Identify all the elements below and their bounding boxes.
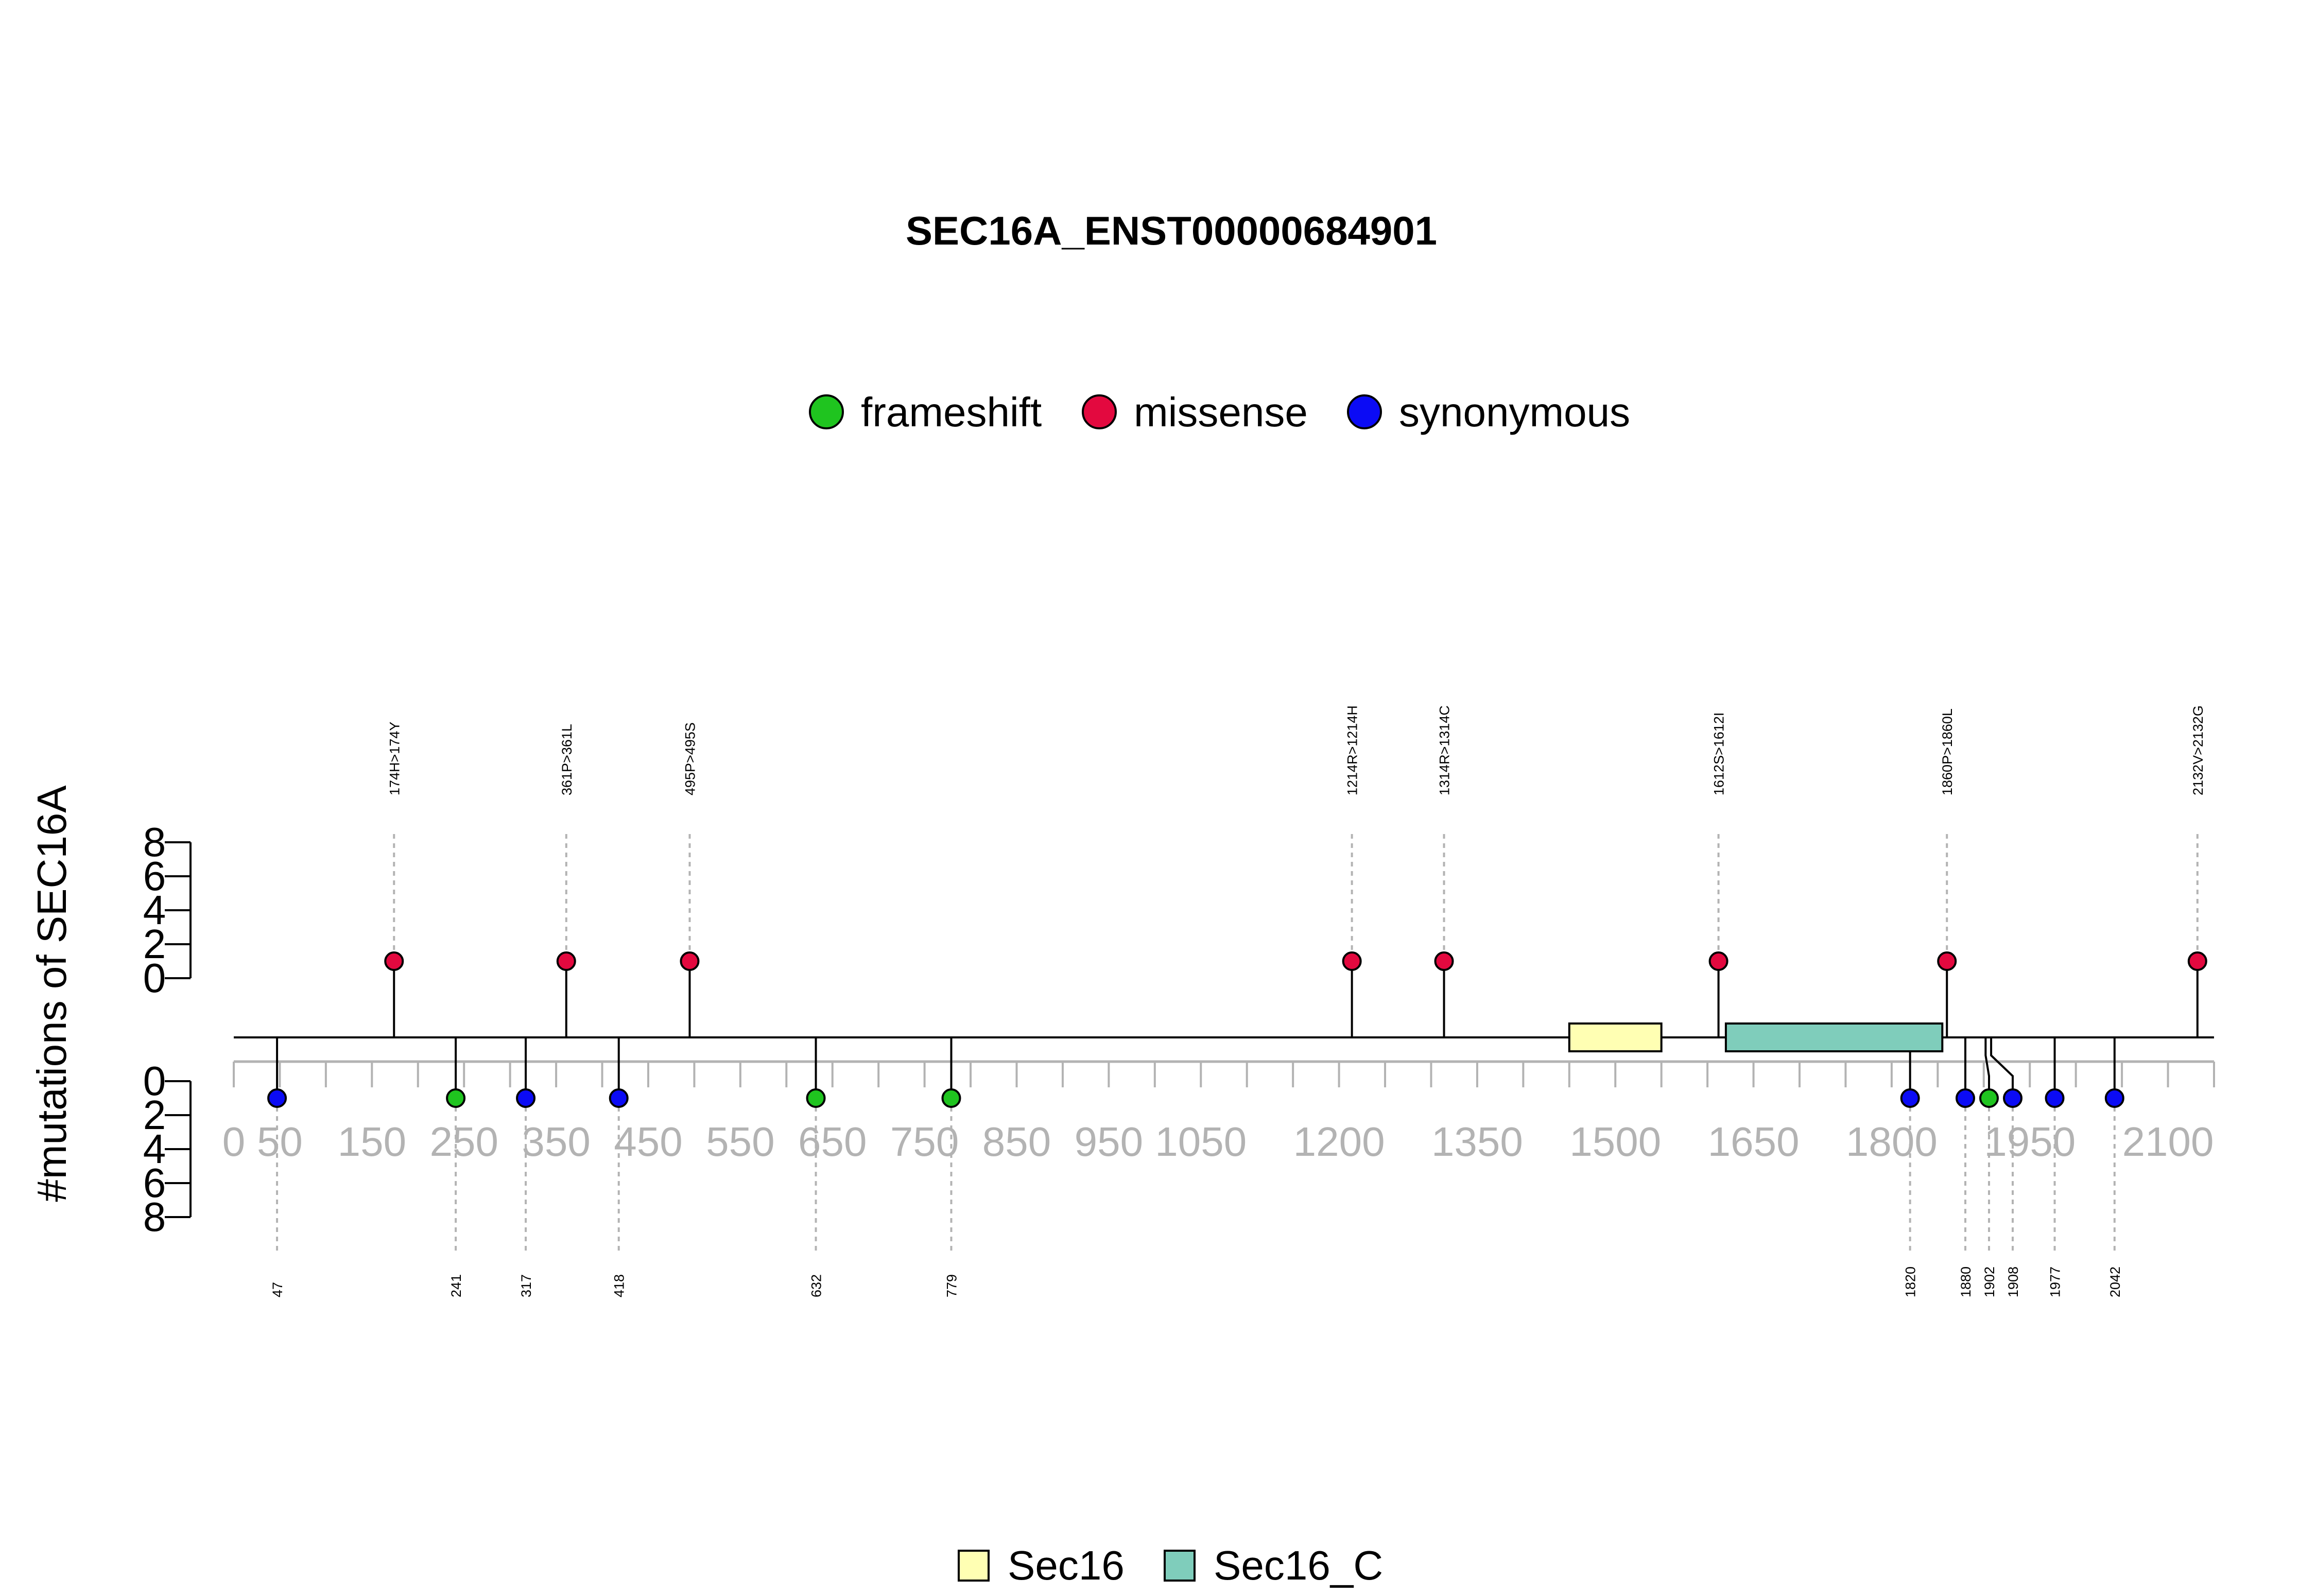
mutation-point-495 xyxy=(680,951,700,971)
mutation-label-1214: 1214R>1214H xyxy=(1345,705,1360,795)
mutation-point-1214 xyxy=(1342,951,1362,971)
domain-Sec16_C xyxy=(1724,1022,1944,1052)
domain-legend: Sec16 Sec16_C xyxy=(958,1542,1383,1588)
domain-Sec16 xyxy=(1568,1022,1663,1052)
mutation-point-1612 xyxy=(1708,951,1728,971)
mutation-label-47: 47 xyxy=(270,1282,285,1297)
chart-title: SEC16A_ENST00000684901 xyxy=(906,208,1437,253)
x-axis: 0 50 150 250 350 450 550 650 750 850 950 1050 1200 13… xyxy=(222,1060,2215,1165)
y-tick-label: 2 xyxy=(143,1092,166,1138)
legend-synonymous-swatch xyxy=(1347,394,1382,429)
y-tick-label: 0 xyxy=(143,1058,166,1104)
mutation-label-241: 241 xyxy=(448,1274,464,1297)
legend-frameshift-swatch xyxy=(809,394,844,429)
y-axis-label: #mutations of SEC16A xyxy=(29,785,75,1202)
mutation-label-2132: 2132V>2132G xyxy=(2190,705,2206,795)
legend-Sec16-swatch xyxy=(958,1550,990,1582)
x-tick-label: 1650 xyxy=(1708,1119,1800,1165)
y-tick-label: 4 xyxy=(143,1126,166,1172)
y-tick-label: 2 xyxy=(143,921,166,967)
mutation-label-361: 361P>361L xyxy=(559,724,575,795)
mutation-label-418: 418 xyxy=(612,1274,627,1297)
protein-domains xyxy=(1568,1022,1944,1052)
mutation-stem xyxy=(1984,1037,1991,1098)
mutation-label-174: 174H>174Y xyxy=(387,722,402,795)
mutation-type-legend: frameshift missense synonymous xyxy=(809,389,1630,435)
mutation-point-1820 xyxy=(1900,1088,1920,1108)
mutation-points xyxy=(267,951,2207,1108)
mutation-stem xyxy=(1990,1037,2014,1098)
legend-missense-swatch xyxy=(1082,394,1117,429)
mutation-point-317 xyxy=(516,1088,536,1108)
mutation-point-361 xyxy=(556,951,576,971)
legend-Sec16_C-label: Sec16_C xyxy=(1214,1542,1383,1588)
y-tick-label: 6 xyxy=(143,1160,166,1206)
mutation-label-1612: 1612S>1612I xyxy=(1711,713,1727,795)
mutation-point-47 xyxy=(267,1088,287,1108)
x-tick-label: 750 xyxy=(890,1119,959,1165)
mutation-label-2042: 2042 xyxy=(2107,1267,2123,1297)
mutation-point-1880 xyxy=(1956,1088,1976,1108)
y-tick-label: 6 xyxy=(143,853,166,899)
mutation-point-779 xyxy=(941,1088,961,1108)
legend-frameshift-label: frameshift xyxy=(861,389,1042,435)
mutation-labels: 174H>174Y 361P>361L 495P>495S 1214R>1214H 13… xyxy=(270,705,2206,1297)
y-tick-label: 8 xyxy=(143,819,166,865)
y-tick-label: 8 xyxy=(143,1194,166,1240)
legend-missense-label: missense xyxy=(1134,389,1308,435)
mutation-point-1902 xyxy=(1979,1088,1999,1108)
mutation-point-2132 xyxy=(2187,951,2207,971)
x-tick-label: 550 xyxy=(706,1119,774,1165)
x-tick-label: 350 xyxy=(522,1119,590,1165)
mutation-point-1860 xyxy=(1937,951,1957,971)
mutation-label-1820: 1820 xyxy=(1903,1267,1918,1297)
x-tick-label: 150 xyxy=(338,1119,406,1165)
mutation-point-2042 xyxy=(2104,1088,2124,1108)
mutation-point-418 xyxy=(609,1088,629,1108)
legend-Sec16-label: Sec16 xyxy=(1008,1542,1125,1588)
mutation-label-317: 317 xyxy=(518,1274,534,1297)
y-tick-label: 4 xyxy=(143,887,166,933)
mutation-point-1908 xyxy=(2003,1088,2023,1108)
x-tick-label: 650 xyxy=(798,1119,867,1165)
x-tick-label: 1200 xyxy=(1293,1119,1385,1165)
legend-Sec16_C-swatch xyxy=(1164,1550,1196,1582)
mutation-label-1977: 1977 xyxy=(2048,1267,2063,1297)
mutation-label-632: 632 xyxy=(809,1274,824,1297)
x-tick-label: 1350 xyxy=(1431,1119,1523,1165)
legend-synonymous-label: synonymous xyxy=(1399,389,1630,435)
x-tick-label: 1800 xyxy=(1846,1119,1938,1165)
mutation-point-1977 xyxy=(2045,1088,2065,1108)
x-tick-label: 450 xyxy=(614,1119,682,1165)
x-tick-label: 2100 xyxy=(2122,1119,2214,1165)
mutation-label-1902: 1902 xyxy=(1982,1267,1997,1297)
mutation-point-241 xyxy=(446,1088,466,1108)
x-tick-label: 950 xyxy=(1075,1119,1143,1165)
mutation-label-1314: 1314R>1314C xyxy=(1437,705,1453,795)
mutation-point-632 xyxy=(806,1088,826,1108)
mutation-label-1880: 1880 xyxy=(1958,1267,1974,1297)
x-tick-label: 850 xyxy=(982,1119,1051,1165)
guide-lines xyxy=(276,834,2199,1254)
mutation-point-174 xyxy=(384,951,404,971)
x-tick-label: 0 xyxy=(222,1119,246,1165)
x-tick-label: 250 xyxy=(429,1119,498,1165)
mutation-label-495: 495P>495S xyxy=(682,722,698,795)
x-tick-label: 1050 xyxy=(1155,1119,1247,1165)
x-tick-label: 1500 xyxy=(1569,1119,1661,1165)
mutation-label-1908: 1908 xyxy=(2005,1267,2021,1297)
mutation-label-779: 779 xyxy=(944,1274,960,1297)
x-tick-label: 1950 xyxy=(1984,1119,2076,1165)
y-tick-label: 0 xyxy=(143,955,166,1001)
mutation-point-1314 xyxy=(1434,951,1454,971)
x-tick-label: 50 xyxy=(257,1119,303,1165)
mutation-label-1860: 1860P>1860L xyxy=(1940,708,1955,795)
